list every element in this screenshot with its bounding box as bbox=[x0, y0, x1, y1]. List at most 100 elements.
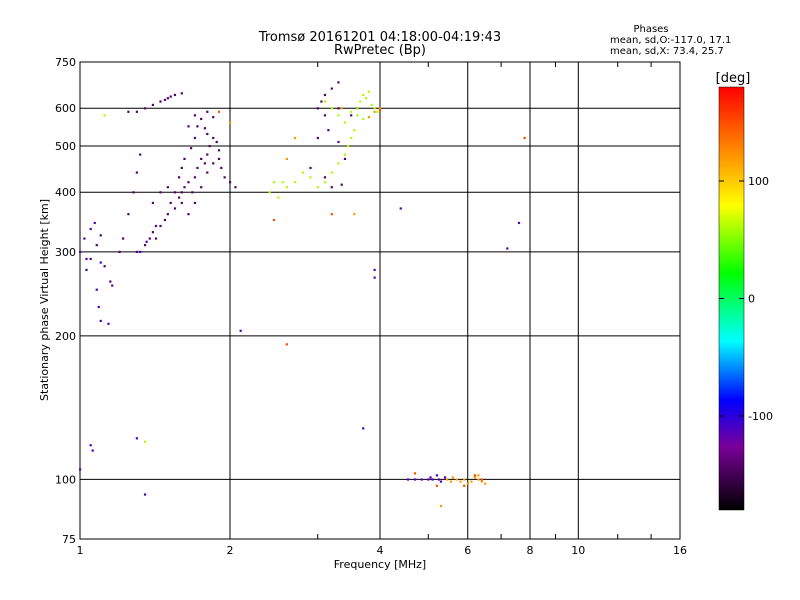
data-point bbox=[343, 153, 347, 156]
data-point bbox=[373, 268, 376, 272]
data-point bbox=[340, 183, 343, 186]
data-point bbox=[200, 157, 203, 161]
data-point bbox=[109, 280, 112, 283]
data-point bbox=[206, 110, 209, 113]
axis-ticks: 1 2 4 6 8 10 16 75 100 200 300 400 500 600 750 bbox=[55, 56, 687, 557]
y-tick-label: 75 bbox=[62, 533, 76, 546]
data-point bbox=[480, 478, 483, 481]
data-point bbox=[272, 218, 276, 222]
data-point bbox=[203, 127, 206, 130]
data-point bbox=[206, 153, 209, 156]
grid-lines bbox=[80, 62, 680, 539]
data-point bbox=[323, 93, 327, 97]
data-point bbox=[151, 201, 155, 205]
data-point bbox=[327, 129, 330, 132]
colorbar-ticks: 100 0 -100 bbox=[719, 175, 773, 423]
data-point bbox=[127, 110, 130, 113]
data-point bbox=[477, 474, 480, 477]
data-point bbox=[320, 100, 323, 103]
data-point bbox=[272, 181, 276, 184]
data-point bbox=[477, 478, 480, 481]
colorbar-label: [deg] bbox=[716, 71, 751, 86]
data-point bbox=[217, 110, 221, 113]
x-axis-label: Frequency [MHz] bbox=[334, 558, 426, 571]
data-point bbox=[177, 176, 181, 179]
colorbar-tick-label: 100 bbox=[748, 175, 769, 188]
data-point bbox=[206, 171, 209, 174]
data-point bbox=[373, 276, 376, 279]
data-point bbox=[470, 480, 473, 483]
data-point bbox=[217, 157, 221, 161]
data-point bbox=[83, 237, 86, 240]
data-point bbox=[93, 221, 96, 225]
data-point bbox=[180, 191, 183, 194]
y-axis-label: Stationary phase Virtual Height [km] bbox=[38, 199, 51, 401]
data-point bbox=[97, 305, 100, 309]
data-point bbox=[220, 166, 223, 170]
data-point bbox=[420, 478, 423, 481]
data-point bbox=[135, 110, 138, 113]
data-point bbox=[89, 227, 92, 231]
x-tick-label: 8 bbox=[527, 544, 534, 557]
data-point bbox=[206, 132, 209, 136]
data-point bbox=[187, 213, 190, 216]
data-point bbox=[159, 191, 162, 194]
chart-subtitle: RwPretec (Bp) bbox=[334, 43, 426, 58]
x-tick-label: 2 bbox=[227, 544, 234, 557]
data-point bbox=[359, 100, 362, 103]
data-point bbox=[79, 468, 82, 471]
data-point bbox=[427, 478, 430, 481]
data-point bbox=[166, 213, 169, 216]
data-point bbox=[323, 176, 327, 179]
data-point bbox=[316, 186, 319, 189]
data-point bbox=[480, 480, 483, 483]
data-point bbox=[293, 181, 297, 184]
data-point bbox=[166, 186, 169, 189]
data-point bbox=[200, 117, 203, 121]
data-point bbox=[340, 107, 343, 110]
stats-o-mode: mean, sd,O:-117.0, 17.1 bbox=[610, 35, 731, 46]
data-point bbox=[316, 107, 319, 110]
data-point bbox=[376, 110, 379, 113]
data-point bbox=[143, 440, 147, 443]
data-point bbox=[449, 480, 453, 483]
y-tick-label: 500 bbox=[55, 140, 76, 153]
data-point bbox=[154, 237, 158, 240]
data-point bbox=[95, 244, 98, 247]
data-point bbox=[135, 437, 138, 440]
data-point bbox=[239, 329, 242, 332]
data-point bbox=[443, 476, 447, 479]
data-point bbox=[373, 110, 376, 113]
data-point bbox=[330, 186, 333, 189]
data-point bbox=[85, 268, 88, 272]
data-point bbox=[173, 93, 177, 97]
data-point bbox=[370, 103, 373, 107]
data-point bbox=[191, 191, 194, 194]
data-point bbox=[196, 166, 199, 170]
x-tick-label: 6 bbox=[464, 544, 471, 557]
data-point bbox=[212, 116, 215, 119]
data-point bbox=[277, 196, 280, 199]
data-point bbox=[356, 107, 359, 110]
data-point bbox=[337, 81, 340, 84]
data-point bbox=[127, 213, 130, 216]
data-point bbox=[215, 140, 218, 144]
data-point bbox=[193, 114, 197, 117]
data-point bbox=[285, 157, 288, 161]
data-point bbox=[309, 176, 312, 179]
data-point bbox=[435, 474, 438, 477]
data-point bbox=[196, 125, 199, 128]
data-point bbox=[337, 140, 340, 144]
data-point bbox=[337, 107, 340, 110]
data-point bbox=[200, 186, 203, 189]
data-point bbox=[413, 478, 417, 481]
data-point bbox=[89, 444, 92, 447]
data-point bbox=[337, 114, 340, 117]
data-point bbox=[91, 449, 94, 452]
data-point bbox=[180, 92, 183, 95]
data-point bbox=[362, 93, 365, 97]
data-point bbox=[143, 493, 147, 496]
chart-title: Tromsø 20161201 04:18:00-04:19:43 bbox=[258, 30, 501, 45]
data-point bbox=[330, 171, 333, 174]
